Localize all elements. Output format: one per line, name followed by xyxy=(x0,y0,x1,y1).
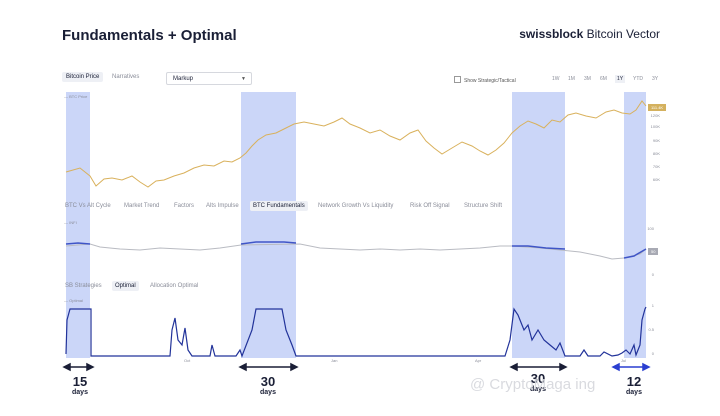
subtab-allocation-optimal[interactable]: Allocation Optimal xyxy=(150,283,199,289)
subtab-btc-vs-alt-cycle[interactable]: BTC Vs Alt Cycle xyxy=(65,203,111,209)
opt-ytick: 0.5 xyxy=(648,327,654,332)
price-current-tag: 111.4K xyxy=(648,104,667,111)
subtab-network-growth[interactable]: Network Growth Vs Liquidity xyxy=(318,203,394,209)
subtab-factors[interactable]: Factors xyxy=(174,203,195,209)
range-1w[interactable]: 1W xyxy=(552,76,560,82)
opt-ytick: 1 xyxy=(651,303,654,308)
fundamentals-legend: — INFI xyxy=(64,220,77,225)
subtab-market-trend[interactable]: Market Trend xyxy=(124,203,160,209)
range-6m[interactable]: 6M xyxy=(600,76,607,82)
subtab-risk-off-signal[interactable]: Risk Off Signal xyxy=(410,203,450,209)
markup-select[interactable]: Markup ▼ xyxy=(166,72,252,85)
range-3m[interactable]: 3M xyxy=(584,76,591,82)
chevron-down-icon: ▼ xyxy=(241,76,246,82)
tab-bitcoin-price[interactable]: Bitcoin Price xyxy=(62,72,104,82)
subtab-alts-impulse[interactable]: Alts Impulse xyxy=(206,203,239,209)
tab-narratives[interactable]: Narratives xyxy=(112,74,140,80)
checkbox-icon xyxy=(454,76,461,83)
x-tick: Jul xyxy=(621,358,627,363)
price-ytick: 100K xyxy=(650,124,660,129)
subtab-btc-fundamentals[interactable]: BTC Fundamentals xyxy=(250,201,308,211)
fund-ytick: 0 xyxy=(651,272,654,277)
subtab-optimal[interactable]: Optimal xyxy=(112,281,139,291)
x-tick: Oct xyxy=(184,358,191,363)
annotation-15-days: 15 days xyxy=(72,374,88,396)
range-3y[interactable]: 3Y xyxy=(652,76,659,82)
annotation-30-days-2: 30 days xyxy=(530,371,546,393)
price-ytick: 120K xyxy=(650,113,660,118)
price-ytick: 90K xyxy=(652,138,660,143)
x-tick: Jan xyxy=(331,358,338,363)
range-ytd[interactable]: YTD xyxy=(633,76,643,82)
range-1m[interactable]: 1M xyxy=(568,76,575,82)
price-ytick: 70K xyxy=(652,164,660,169)
opt-ytick: 0 xyxy=(651,351,654,356)
fund-ytick: 100 xyxy=(647,226,654,231)
strategic-tactical-toggle[interactable]: Show Strategic/Tactical xyxy=(454,76,516,84)
price-ytick: 80K xyxy=(652,151,660,156)
annotation-30-days-1: 30 days xyxy=(260,374,276,396)
subtab-structure-shift[interactable]: Structure Shift xyxy=(464,203,503,209)
page-title: Fundamentals + Optimal xyxy=(62,27,237,44)
price-ytick: 60K xyxy=(652,177,660,182)
range-1y[interactable]: 1Y xyxy=(615,75,626,83)
x-tick: Apr xyxy=(475,358,482,363)
chart-toolbar: Bitcoin Price Narratives Markup ▼ Show St… xyxy=(62,70,666,90)
fundamentals-tag: 50 xyxy=(648,248,659,255)
brand-logo: swissblock Bitcoin Vector xyxy=(519,27,660,41)
subtab-sb-strategies[interactable]: SB Strategies xyxy=(65,283,102,289)
annotation-12-days: 12 days xyxy=(626,374,642,396)
chart-panel: Bitcoin Price Narratives Markup ▼ Show St… xyxy=(62,68,666,368)
watermark: @ CryptoMaga ing xyxy=(470,376,596,393)
price-legend: — BTC Price xyxy=(64,94,88,99)
optimal-legend: — Optimal xyxy=(64,298,83,303)
